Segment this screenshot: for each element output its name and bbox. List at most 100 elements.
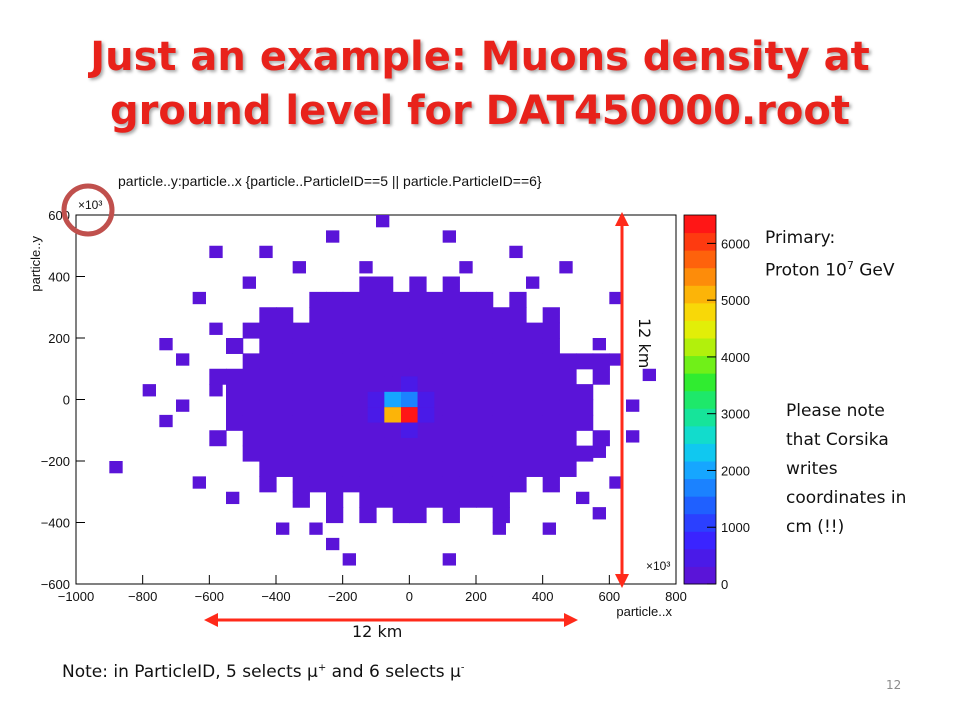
vertical-arrow-head-bottom xyxy=(615,574,629,588)
mu-plus-sign: + xyxy=(317,662,327,674)
heatmap-cell xyxy=(392,322,410,339)
heatmap-cell xyxy=(292,338,310,354)
heatmap-cell-core xyxy=(401,407,418,423)
heatmap-cell xyxy=(459,430,477,447)
heatmap-cell xyxy=(442,307,460,324)
heatmap-cell xyxy=(376,445,394,462)
x-tick-label: 200 xyxy=(465,589,487,604)
colorbar-tick-label: 3000 xyxy=(721,407,750,422)
heatmap-cell xyxy=(509,291,527,308)
heatmap-cell xyxy=(492,476,510,493)
heatmap-cell xyxy=(276,445,294,462)
heatmap-cell xyxy=(559,353,577,370)
heatmap-cell xyxy=(559,414,577,431)
heatmap-cell xyxy=(376,307,394,324)
colorbar-segment xyxy=(684,215,716,234)
heatmap-cell xyxy=(359,445,377,462)
slide-title-line1: Just an example: Muons density at xyxy=(90,34,870,80)
heatmap-cell xyxy=(309,353,327,370)
heatmap-cell xyxy=(476,322,494,339)
heatmap-cell xyxy=(359,476,377,493)
heatmap-cell xyxy=(326,322,344,339)
heatmap-cell xyxy=(326,430,344,447)
heatmap-cell xyxy=(442,276,460,293)
heatmap-cell-sparse xyxy=(609,291,623,305)
note-middle: and 6 selects μ xyxy=(326,662,461,682)
heatmap-cell xyxy=(276,353,294,370)
heatmap-cell xyxy=(342,384,360,401)
primary-value-row: Proton 107 GeV xyxy=(765,252,895,285)
heatmap-cell-sparse xyxy=(442,553,456,566)
heatmap-cell xyxy=(359,338,377,354)
y-tick-label: −600 xyxy=(41,577,70,592)
heatmap-cell xyxy=(342,445,360,462)
heatmap-cell xyxy=(526,445,544,462)
heatmap-cell-sparse xyxy=(326,230,340,243)
heatmap-cell xyxy=(259,430,277,447)
heatmap-cell xyxy=(309,476,327,493)
heatmap-cell xyxy=(459,414,477,431)
heatmap-cell xyxy=(392,307,410,324)
heatmap-cell xyxy=(359,353,377,370)
heatmap-cell xyxy=(309,291,327,308)
heatmap-cell-core xyxy=(417,376,435,392)
heatmap-cell xyxy=(326,507,344,524)
heatmap-cell xyxy=(242,368,260,385)
heatmap-cell xyxy=(226,399,244,416)
particle-id-note: Note: in ParticleID, 5 selects μ+ and 6 … xyxy=(62,662,464,682)
y-tick-label: 200 xyxy=(48,331,70,346)
heatmap-cell xyxy=(492,507,510,524)
heatmap-cell xyxy=(492,353,510,370)
heatmap-cell-core xyxy=(417,407,435,423)
heatmap-cell xyxy=(392,461,410,477)
heatmap-cell xyxy=(459,307,477,324)
heatmap-cell-sparse xyxy=(192,476,206,489)
heatmap-cell xyxy=(226,384,244,401)
colorbar-segment xyxy=(684,390,716,409)
heatmap-cell xyxy=(342,430,360,447)
heatmap-cell xyxy=(409,461,427,477)
heatmap-cell xyxy=(542,384,560,401)
colorbar-segment xyxy=(684,373,716,392)
heatmap-cell xyxy=(242,414,260,431)
heatmap-cell xyxy=(426,307,444,324)
heatmap-cell-core xyxy=(367,407,385,423)
colorbar-segment xyxy=(684,320,716,339)
heatmap-cell-sparse xyxy=(592,338,606,351)
heatmap-cell xyxy=(359,368,377,385)
heatmap-cell xyxy=(309,414,327,431)
heatmap-cell-core xyxy=(384,391,401,408)
heatmap-cell xyxy=(326,476,344,493)
heatmap-cell xyxy=(326,291,344,308)
heatmap-cell-sparse xyxy=(292,261,306,274)
heatmap-cell xyxy=(526,338,544,354)
heatmap-cell-sparse xyxy=(209,384,223,397)
x-tick-label: −400 xyxy=(261,589,290,604)
colorbar-tick-label: 6000 xyxy=(721,236,750,251)
primary-info: Primary: Proton 107 GeV xyxy=(765,225,895,285)
heatmap-cell-sparse xyxy=(159,338,173,351)
heatmap-cell xyxy=(492,445,510,462)
heatmap-cell xyxy=(576,384,594,401)
heatmap-cell xyxy=(442,414,460,431)
colorbar-segment xyxy=(684,355,716,374)
colorbar-tick-label: 5000 xyxy=(721,293,750,308)
primary-value: Proton 10 xyxy=(765,260,847,281)
heatmap-cell xyxy=(259,445,277,462)
heatmap-cell xyxy=(226,338,244,354)
heatmap-cell xyxy=(442,399,460,416)
colorbar-frame xyxy=(683,214,717,585)
horizontal-arrow-head-right xyxy=(564,613,578,627)
heatmap-cell xyxy=(409,445,427,462)
heatmap-cell xyxy=(459,291,477,308)
heatmap-cell xyxy=(292,491,310,508)
x-tick-label: 400 xyxy=(532,589,554,604)
heatmap-cell-sparse xyxy=(209,322,223,335)
heatmap-cell xyxy=(476,307,494,324)
heatmap-cell xyxy=(242,445,260,462)
heatmap-cell-sparse xyxy=(309,522,323,535)
heatmap-cell-core xyxy=(417,391,435,408)
chart-title: particle..y:particle..x {particle..Parti… xyxy=(118,173,542,189)
heatmap-cell xyxy=(442,491,460,508)
colorbar-segment xyxy=(684,496,716,515)
